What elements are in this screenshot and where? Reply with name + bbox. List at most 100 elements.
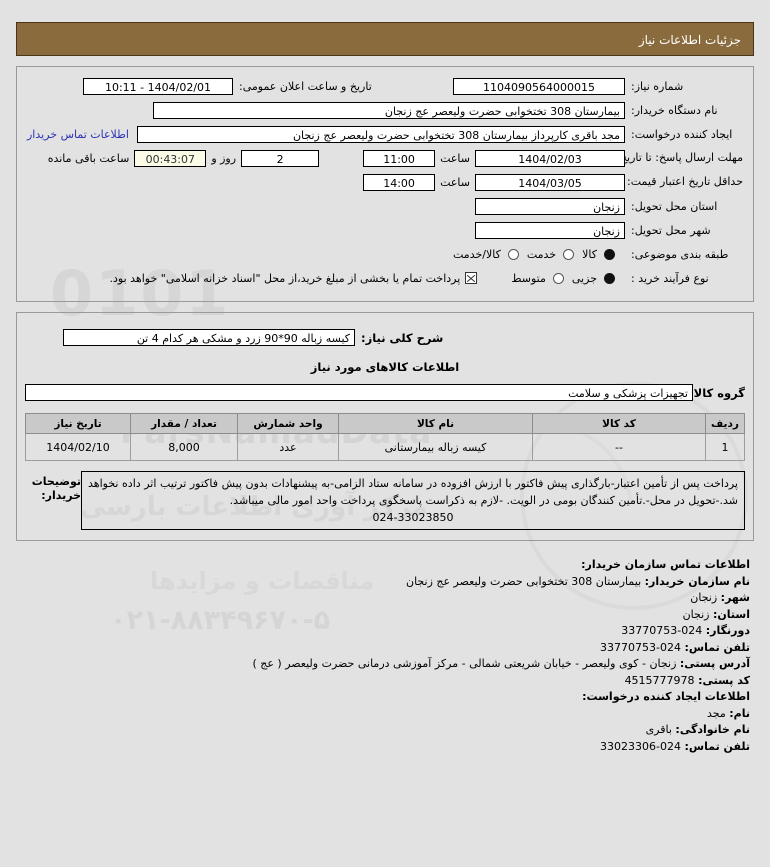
category-radio-kala[interactable]: کالا [574, 248, 625, 261]
contact-key: شهر: [720, 591, 750, 604]
contact-key: نام سازمان خریدار: [644, 574, 750, 588]
contact-value: بیمارستان 308 تختخوابی حضرت ولیعصر عج زن… [406, 574, 642, 588]
radio-off-icon[interactable] [563, 248, 575, 260]
contacts-section: اطلاعات تماس سازمان خریدار: نام سازمان خ… [16, 557, 754, 755]
col-header-row-no: ردیف [705, 413, 745, 434]
requester-value: مجد باقری کارپرداز بیمارستان 308 تختخواب… [136, 125, 625, 143]
contact-value: زنجان - کوی ولیعصر - خیابان شریعتی شمالی… [252, 657, 677, 670]
contact-value: باقری [645, 723, 672, 736]
col-header-date: تاریخ نیاز [25, 413, 131, 434]
radio-on-icon[interactable] [604, 272, 615, 284]
treasury-bond-label: پرداخت تمام یا بخشی از مبلغ خرید،از محل … [109, 271, 461, 285]
page-title: جزئیات اطلاعات نیاز [638, 33, 741, 47]
public-announcement-value: 1404/02/01 - 10:11 [83, 77, 233, 95]
cell-quantity: 8,000 [130, 433, 238, 461]
category-option-0-label: کالا [582, 247, 597, 261]
purchase-type-label: نوع فرآیند خرید : [631, 271, 709, 285]
page-title-bar: جزئیات اطلاعات نیاز [16, 22, 754, 56]
contact-value: 4515777978 [624, 673, 695, 687]
contact-value: زنجان [690, 591, 718, 604]
buyer-notes-box: پرداخت پس از تأمین اعتبار-بارگذاری پیش ف… [81, 471, 745, 530]
response-deadline-hour-label: ساعت [440, 151, 470, 165]
table-header-row: ردیف کد کالا نام کالا واحد شمارش تعداد /… [25, 413, 745, 434]
contact-key: تلفن تماس: [684, 739, 750, 753]
row-goods-group: گروه کالا: تجهیزات پزشکی و سلامت [25, 384, 745, 401]
buyer-notes-text: پرداخت پس از تأمین اعتبار-بارگذاری پیش ف… [88, 477, 738, 507]
col-header-unit: واحد شمارش [237, 413, 339, 434]
contact-item: آدرس پستی: زنجان - کوی ولیعصر - خیابان ش… [20, 656, 750, 673]
radio-off-icon[interactable] [552, 272, 564, 284]
buyer-notes-label: توضیحات خریدار: [31, 475, 81, 502]
row-price-validity: حداقل تاریخ اعتبار قیمت: تا تاریخ: 1404/… [27, 173, 743, 191]
need-number-value: 1104090564000015 [453, 77, 625, 95]
price-validity-hour-label: ساعت [440, 175, 470, 189]
radio-off-icon[interactable] [507, 248, 519, 260]
contact-key: نام: [729, 706, 750, 720]
need-number-label: شماره نیاز: [631, 79, 684, 93]
contact-key: آدرس پستی: [679, 657, 750, 670]
delivery-city-value: زنجان [475, 221, 625, 239]
delivery-city-label: شهر محل تحویل: [631, 223, 711, 237]
contact-item: شهر: زنجان [20, 590, 750, 607]
row-requester: ایجاد کننده درخواست: مجد باقری کارپرداز … [27, 125, 743, 143]
price-validity-hour: 14:00 [363, 173, 436, 191]
row-purchase-type: نوع فرآیند خرید : جزیی متوسط پرداخت تمام… [27, 269, 743, 287]
contact-value: 024-33770753 [600, 640, 682, 654]
radio-on-icon[interactable] [604, 248, 615, 260]
buyer-notes-phone: 024-33023850 [372, 511, 454, 524]
contact-item: کد پستی: 4515777978 [20, 673, 750, 690]
need-summary-label: شرح کلی نیاز: [361, 330, 444, 345]
purchase-type-radio-jozei[interactable]: جزیی [564, 272, 625, 285]
category-radio-khedmat[interactable]: خدمت [519, 247, 575, 261]
cell-date: 1404/02/10 [25, 433, 131, 461]
contact-item: دورنگار: 024-33770753 [20, 623, 750, 640]
goods-group-label: گروه کالا: [689, 385, 745, 400]
contact-value: 024-33023306 [600, 739, 682, 753]
contacts-requester-heading: اطلاعات ایجاد کننده درخواست: [582, 690, 750, 703]
need-summary-value: کیسه زباله 90*90 زرد و مشکی هر کدام 4 تن [63, 329, 355, 346]
goods-panel: شرح کلی نیاز: کیسه زباله 90*90 زرد و مشک… [16, 312, 754, 541]
remaining-days-value: 2 [241, 149, 320, 167]
table-row: 1 -- کیسه زباله بیمارستانی عدد 8,000 140… [25, 433, 745, 461]
row-response-deadline: مهلت ارسال پاسخ: تا تاریخ: 1404/02/03 سا… [27, 149, 743, 167]
row-delivery-province: استان محل تحویل: زنجان [27, 197, 743, 215]
row-category: طبقه بندی موضوعی: کالا خدمت کالا/خدمت [27, 245, 743, 263]
cell-name: کیسه زباله بیمارستانی [338, 433, 533, 461]
purchase-type-option-1-label: متوسط [511, 271, 546, 285]
buyer-notes-block: پرداخت پس از تأمین اعتبار-بارگذاری پیش ف… [25, 471, 745, 530]
price-validity-label: حداقل تاریخ اعتبار قیمت: تا تاریخ: [588, 175, 743, 188]
countdown-label: ساعت باقی مانده [47, 151, 130, 165]
contacts-org-heading: اطلاعات تماس سازمان خریدار: [581, 558, 750, 571]
response-deadline-hour: 11:00 [363, 149, 436, 167]
cell-row-no: 1 [705, 433, 745, 461]
contact-key: تلفن تماس: [684, 640, 750, 654]
buyer-org-label: نام دستگاه خریدار: [631, 103, 718, 117]
contact-key: دورنگار: [705, 624, 750, 637]
contact-value: مجد [706, 706, 726, 720]
cell-unit: عدد [237, 433, 339, 461]
requester-contact-item: نام: مجد [20, 706, 750, 723]
delivery-province-label: استان محل تحویل: [631, 199, 718, 213]
purchase-type-option-0-label: جزیی [571, 271, 597, 285]
treasury-bond-checkbox[interactable] [465, 272, 478, 284]
goods-section-heading: اطلاعات کالاهای مورد نیاز [310, 360, 460, 374]
category-label: طبقه بندی موضوعی: [631, 247, 729, 261]
countdown-timer: 00:43:07 [134, 149, 207, 167]
need-info-panel: شماره نیاز: 1104090564000015 تاریخ و ساع… [16, 66, 754, 302]
requester-contact-item: نام خانوادگی: باقری [20, 722, 750, 739]
public-announcement-label: تاریخ و ساعت اعلان عمومی: [239, 79, 372, 93]
buyer-contact-link[interactable]: اطلاعات تماس خریدار [27, 127, 129, 141]
category-option-2-label: کالا/خدمت [453, 247, 501, 261]
col-header-code: کد کالا [532, 413, 706, 434]
purchase-type-radio-motevaset[interactable]: متوسط [503, 272, 564, 285]
col-header-name: نام کالا [338, 413, 533, 434]
category-radio-kala-khedmat[interactable]: کالا/خدمت [445, 248, 519, 261]
contact-item: تلفن تماس: 024-33770753 [20, 640, 750, 657]
remaining-days-label: روز و [211, 151, 237, 165]
category-option-1-label: خدمت [526, 247, 557, 261]
response-deadline-date: 1404/02/03 [475, 149, 625, 167]
requester-contact-item: تلفن تماس: 024-33023306 [20, 739, 750, 756]
contact-key: استان: [713, 607, 750, 621]
row-delivery-city: شهر محل تحویل: زنجان [27, 221, 743, 239]
row-need-number: شماره نیاز: 1104090564000015 تاریخ و ساع… [27, 77, 743, 95]
